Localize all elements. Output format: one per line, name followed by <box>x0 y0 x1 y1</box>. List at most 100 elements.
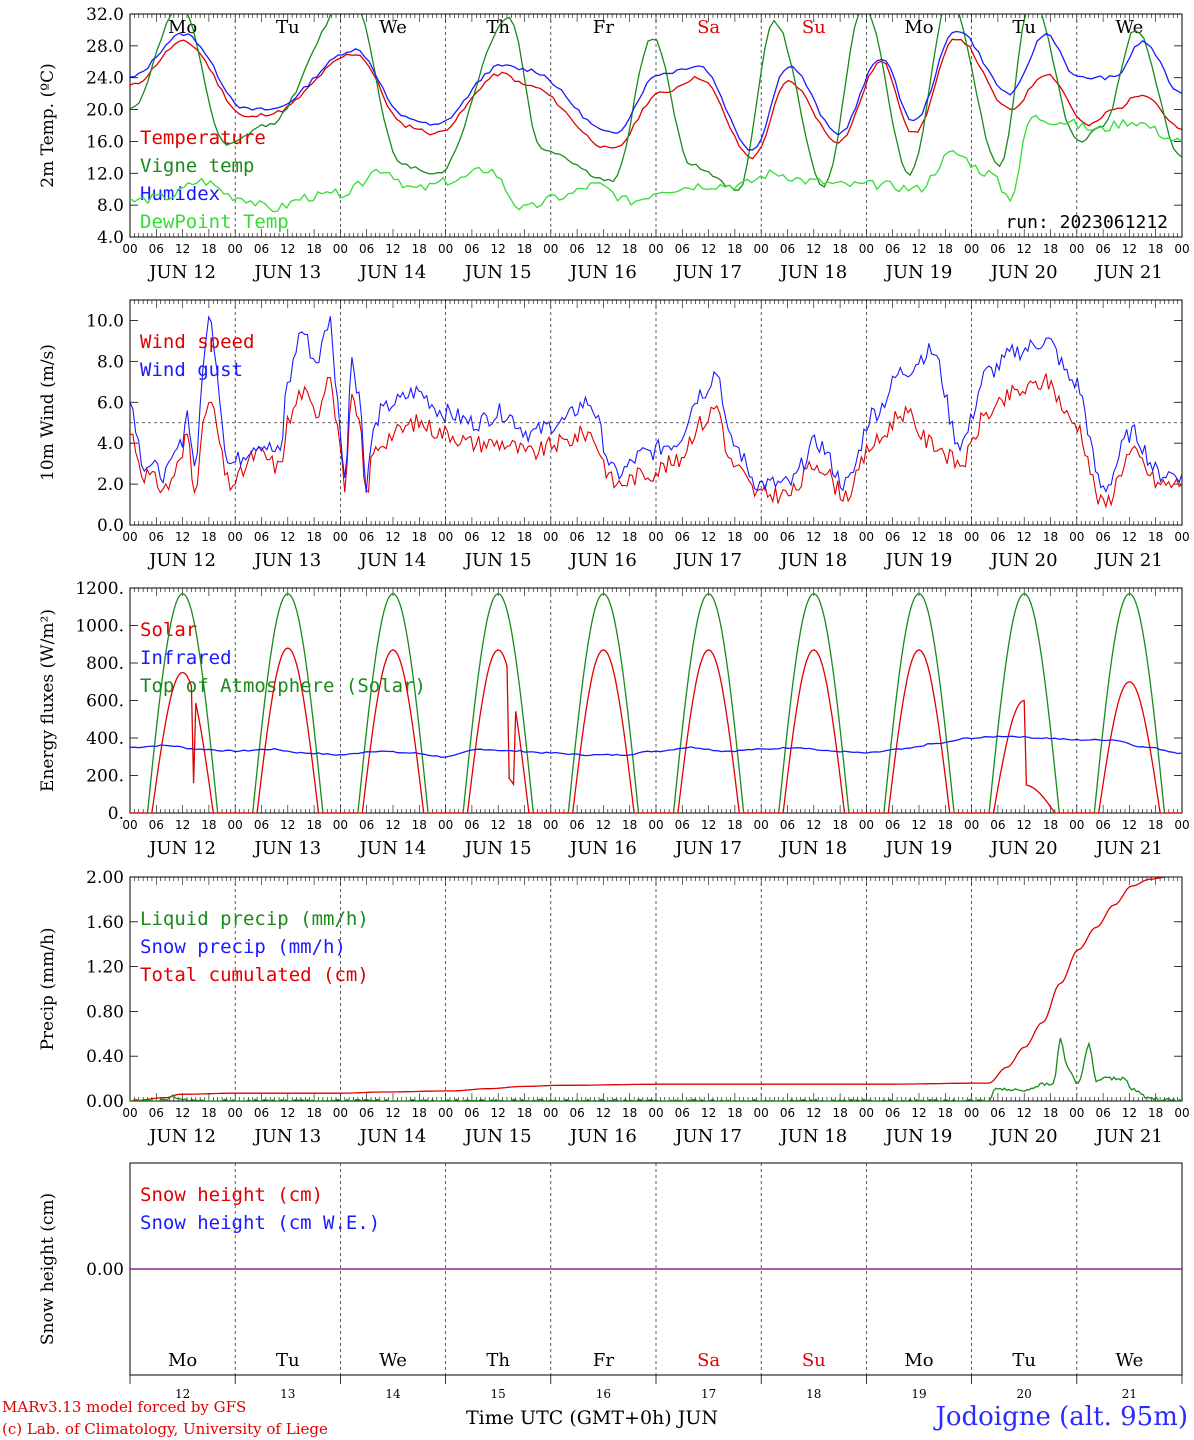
hour-tick-label: 06 <box>885 530 900 544</box>
date-label: JUN 20 <box>989 1126 1058 1147</box>
hour-tick-label: 00 <box>1174 818 1189 832</box>
hour-tick-label: 12 <box>385 242 400 256</box>
series-line-vigne-temp <box>130 14 1182 191</box>
hour-tick-label: 12 <box>1122 530 1137 544</box>
hour-tick-label: 18 <box>306 530 321 544</box>
hour-tick-label: 06 <box>675 530 690 544</box>
hour-tick-label: 00 <box>228 242 243 256</box>
date-label: JUN 15 <box>463 550 532 571</box>
legend-entry: Snow precip (mm/h) <box>140 936 346 958</box>
hour-tick-label: 00 <box>648 818 663 832</box>
day-number-label: 20 <box>1017 1387 1032 1401</box>
series-line-wind-speed <box>130 373 1182 509</box>
date-label: JUN 19 <box>884 550 953 571</box>
hour-tick-label: 00 <box>648 242 663 256</box>
hour-tick-label: 18 <box>201 242 216 256</box>
hour-tick-label: 06 <box>990 818 1005 832</box>
hour-tick-label: 06 <box>885 1106 900 1120</box>
hour-tick-label: 00 <box>754 242 769 256</box>
date-label: JUN 19 <box>884 1126 953 1147</box>
hour-tick-label: 18 <box>1043 1106 1058 1120</box>
weekday-label: Fr <box>593 17 614 38</box>
hour-tick-label: 06 <box>885 818 900 832</box>
date-label: JUN 16 <box>568 838 637 859</box>
hour-tick-label: 06 <box>464 530 479 544</box>
date-label: JUN 17 <box>673 262 742 283</box>
hour-tick-label: 12 <box>806 1106 821 1120</box>
hour-tick-label: 18 <box>1148 530 1163 544</box>
hour-tick-label: 06 <box>569 530 584 544</box>
hour-tick-label: 18 <box>832 1106 847 1120</box>
hour-tick-label: 18 <box>832 818 847 832</box>
hour-tick-label: 00 <box>964 530 979 544</box>
hour-tick-label: 12 <box>175 818 190 832</box>
hour-tick-label: 18 <box>622 530 637 544</box>
date-label: JUN 20 <box>989 262 1058 283</box>
hour-tick-label: 00 <box>333 818 348 832</box>
date-label: JUN 15 <box>463 262 532 283</box>
series-line-infrared <box>130 735 1182 758</box>
weekday-label: We <box>1116 1350 1144 1371</box>
hour-tick-label: 06 <box>1095 1106 1110 1120</box>
hour-tick-label: 18 <box>938 1106 953 1120</box>
y-axis-label: Energy fluxes (W/m²) <box>38 609 58 792</box>
date-label: JUN 18 <box>778 1126 847 1147</box>
hour-tick-label: 12 <box>280 530 295 544</box>
y-tick-label: 2.00 <box>86 868 124 888</box>
hour-tick-label: 12 <box>806 242 821 256</box>
date-label: JUN 13 <box>252 838 321 859</box>
hour-tick-label: 00 <box>333 242 348 256</box>
hour-tick-label: 12 <box>1017 818 1032 832</box>
legend-entry: Top of Atmosphere (Solar) <box>140 675 426 697</box>
hour-tick-label: 12 <box>596 530 611 544</box>
hour-tick-label: 06 <box>464 1106 479 1120</box>
day-number-label: 15 <box>491 1387 506 1401</box>
date-label: JUN 13 <box>252 262 321 283</box>
hour-tick-label: 12 <box>1122 242 1137 256</box>
legend-entry: Infrared <box>140 647 232 669</box>
date-label: JUN 19 <box>884 838 953 859</box>
run-annotation: run: 2023061212 <box>1005 212 1168 233</box>
day-number-label: 13 <box>280 1387 295 1401</box>
legend-entry: Liquid precip (mm/h) <box>140 908 369 930</box>
weekday-label: Su <box>802 1350 826 1371</box>
hour-tick-label: 18 <box>938 242 953 256</box>
date-label: JUN 16 <box>568 262 637 283</box>
weekday-label: Mo <box>904 1350 933 1371</box>
hour-tick-label: 06 <box>990 530 1005 544</box>
date-label: JUN 14 <box>358 262 427 283</box>
hour-tick-label: 18 <box>306 242 321 256</box>
hour-tick-label: 00 <box>859 530 874 544</box>
date-label: JUN 21 <box>1094 550 1163 571</box>
hour-tick-label: 18 <box>1148 818 1163 832</box>
hour-tick-label: 12 <box>385 1106 400 1120</box>
hour-tick-label: 00 <box>964 818 979 832</box>
weekday-label: Tu <box>276 1350 300 1371</box>
hour-tick-label: 18 <box>517 818 532 832</box>
y-tick-label: 1.60 <box>86 913 124 933</box>
hour-tick-label: 06 <box>675 818 690 832</box>
weekday-label: Mo <box>168 17 197 38</box>
hour-tick-label: 12 <box>701 530 716 544</box>
hour-tick-label: 06 <box>359 1106 374 1120</box>
date-label: JUN 16 <box>568 1126 637 1147</box>
hour-tick-label: 12 <box>596 242 611 256</box>
date-label: JUN 13 <box>252 550 321 571</box>
hour-tick-label: 18 <box>832 242 847 256</box>
date-label: JUN 20 <box>989 838 1058 859</box>
date-label: JUN 18 <box>778 550 847 571</box>
date-label: JUN 15 <box>463 838 532 859</box>
hour-tick-label: 06 <box>254 1106 269 1120</box>
hour-tick-label: 06 <box>254 242 269 256</box>
y-tick-label: 12.0 <box>86 164 124 184</box>
y-tick-label: 0.0 <box>97 516 124 536</box>
weekday-label: We <box>379 1350 407 1371</box>
hour-tick-label: 00 <box>1069 242 1084 256</box>
y-tick-label: 0.00 <box>86 1260 124 1280</box>
date-label: JUN 14 <box>358 838 427 859</box>
hour-tick-label: 12 <box>806 530 821 544</box>
hour-tick-label: 06 <box>359 242 374 256</box>
hour-tick-label: 00 <box>964 242 979 256</box>
legend-entry: Wind speed <box>140 331 254 353</box>
legend-entry: DewPoint Temp <box>140 211 289 233</box>
